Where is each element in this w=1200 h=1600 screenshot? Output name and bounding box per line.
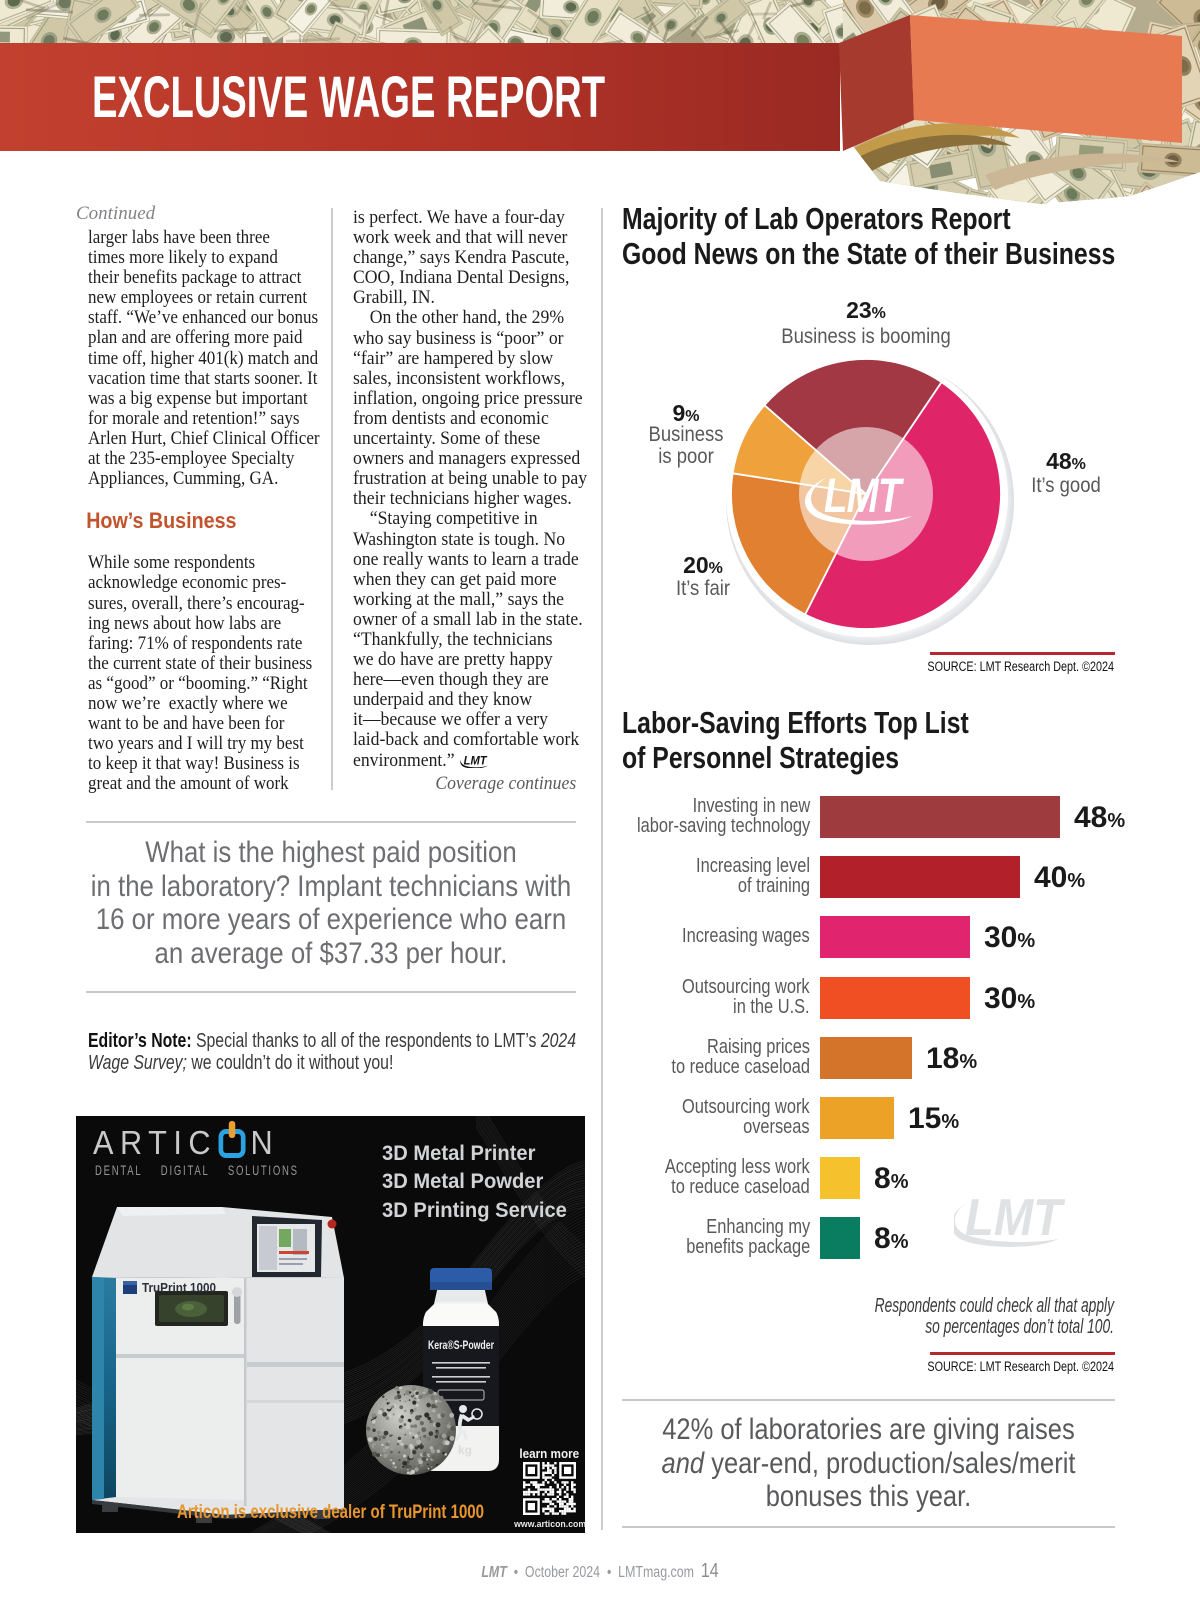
- svg-text:kg: kg: [458, 1443, 472, 1457]
- svg-text:Kera®S-Powder: Kera®S-Powder: [428, 1340, 494, 1352]
- svg-text:LMT: LMT: [965, 1192, 1066, 1247]
- svg-text:EXCLUSIVE WAGE REPORT: EXCLUSIVE WAGE REPORT: [92, 65, 605, 130]
- svg-text:TruPrint 1000: TruPrint 1000: [142, 1281, 216, 1295]
- svg-text:LMT: LMT: [824, 470, 904, 523]
- svg-text:LMT: LMT: [464, 755, 488, 767]
